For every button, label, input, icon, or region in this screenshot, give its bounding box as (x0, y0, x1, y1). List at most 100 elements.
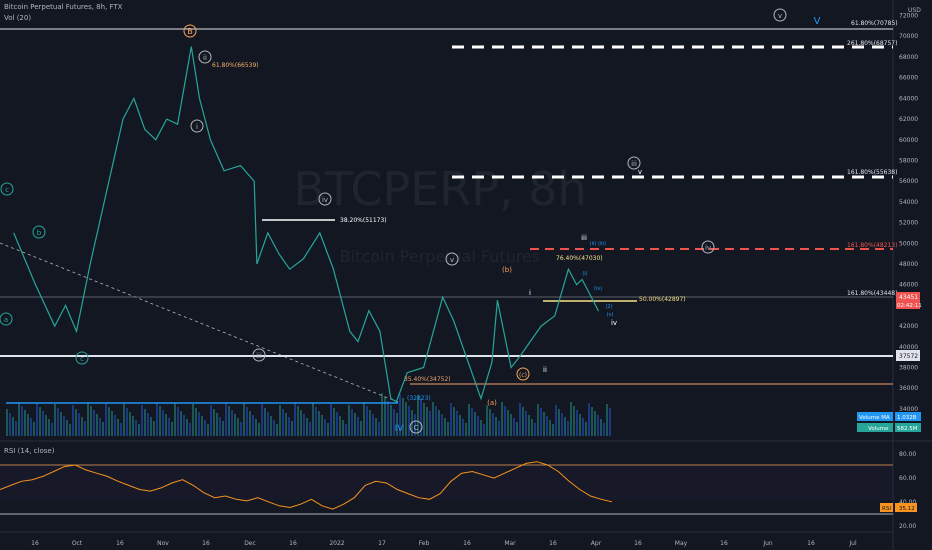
volume-bar (318, 411, 320, 436)
volume-bar (270, 416, 272, 436)
time-tick-19: Jul (848, 540, 857, 547)
volume-bar (441, 414, 443, 436)
volume-bars (6, 393, 611, 436)
volume-bar (423, 403, 425, 436)
volume-bar (243, 403, 245, 436)
price-tick-46000: 46000 (899, 282, 918, 289)
volume-bar (240, 422, 242, 436)
wave-iv-roman: iv (611, 319, 617, 327)
price-axis[interactable]: 72000 70000 68000 66000 64000 62000 60000 58000… (899, 13, 918, 434)
volume-bar (483, 424, 485, 436)
volume-bar (402, 398, 404, 436)
volume-bar (282, 409, 284, 436)
volume-bar (408, 406, 410, 436)
volume-bar (216, 413, 218, 436)
volume-bar (486, 405, 488, 436)
time-tick-16: 16 (720, 540, 728, 547)
volume-bar (531, 419, 533, 436)
volume-bar (372, 414, 374, 436)
volume-bar (330, 404, 332, 436)
wave-i-small: (i) (582, 271, 587, 277)
volume-bar (303, 414, 305, 436)
fib-label-66539: 61.80%(66539) (212, 62, 259, 69)
volume-bar (438, 410, 440, 436)
time-axis[interactable]: 16 Oct 16 Nov 16 Dec 16 2022 17 Feb 16 Mar 16 Apr 16 Ma… (31, 540, 857, 547)
wave-a-paren: (a) (487, 399, 497, 407)
wave-b-circle: b (37, 229, 42, 237)
volume-bar (114, 415, 116, 436)
rsi-line (0, 461, 613, 510)
price-tick-38000: 38000 (899, 365, 918, 372)
volume-bar (405, 402, 407, 436)
volume-bar (552, 424, 554, 436)
volume-bar (141, 405, 143, 436)
volume-bar (138, 424, 140, 436)
volume-bar (474, 412, 476, 436)
wave-iii-target: iii (631, 160, 637, 168)
volume-bar (555, 405, 557, 436)
volume-bar (39, 407, 41, 436)
volume-bar (492, 413, 494, 436)
wave-2-small: (2) (605, 304, 612, 310)
fib-label-32823: (32823) (407, 395, 431, 402)
price-tick-52000: 52000 (899, 220, 918, 227)
volume-bar (510, 414, 512, 436)
volume-bar (258, 423, 260, 436)
rsi-axis[interactable]: 80.00 60.00 40.00 20.00 (899, 451, 916, 530)
volume-bar (426, 407, 428, 436)
volume-bar (468, 404, 470, 436)
volume-bar (459, 415, 461, 436)
watermark-ticker: BTCPERP, 8h (293, 162, 586, 216)
time-tick-15: May (675, 540, 688, 547)
countdown-value: 02:42:11 (897, 303, 922, 309)
volume-bar (357, 417, 359, 436)
volume-bar (129, 412, 131, 436)
volume-bar (267, 412, 269, 436)
current-price-value: 43451 (899, 294, 918, 301)
time-tick-4: 16 (202, 540, 210, 547)
fib-label-47030: 76.40%(47030) (556, 255, 603, 262)
volume-bar (150, 417, 152, 436)
volume-bar (288, 417, 290, 436)
volume-bar (390, 405, 392, 436)
volume-bar (498, 421, 500, 436)
chart-title: Bitcoin Perpetual Futures, 8h, FTX (4, 3, 123, 11)
volume-bar (309, 422, 311, 436)
fib-label-34752: 35.40%(34752) (404, 376, 451, 383)
volume-bar (396, 413, 398, 436)
volume-bar (123, 404, 125, 436)
volume-bar (126, 408, 128, 436)
volume-bar (327, 423, 329, 436)
volume-bar (180, 411, 182, 436)
wave-ii-small: (ii) (590, 241, 597, 247)
volume-bar (276, 424, 278, 436)
rsi-badge-label: RSI (882, 506, 891, 512)
volume-bar (339, 416, 341, 436)
volume-bar (90, 406, 92, 436)
volume-bar (9, 413, 11, 436)
wave-v-smallb: (v) (607, 312, 614, 318)
volume-bar (210, 405, 212, 436)
volume-bar (297, 406, 299, 436)
volume-bar (546, 416, 548, 436)
volume-bar (291, 421, 293, 436)
volume-bar (264, 408, 266, 436)
rsi-badge (880, 503, 893, 512)
volume-bar (234, 414, 236, 436)
volume-bar (153, 421, 155, 436)
price-tick-64000: 64000 (899, 95, 918, 102)
volume-ma-label: Volume MA (859, 415, 890, 421)
volume-bar (306, 418, 308, 436)
support-value: 37572 (899, 353, 918, 360)
fib-label-51173: 38.20%(51173) (340, 217, 387, 224)
volume-ma-badge-value (895, 412, 921, 421)
time-tick-0: 16 (31, 540, 39, 547)
volume-bar (69, 424, 71, 436)
volume-bar (174, 403, 176, 436)
volume-bar (525, 411, 527, 436)
volume-bar (189, 423, 191, 436)
volume-bar (219, 417, 221, 436)
volume-bar (480, 420, 482, 436)
volume-bar (342, 420, 344, 436)
